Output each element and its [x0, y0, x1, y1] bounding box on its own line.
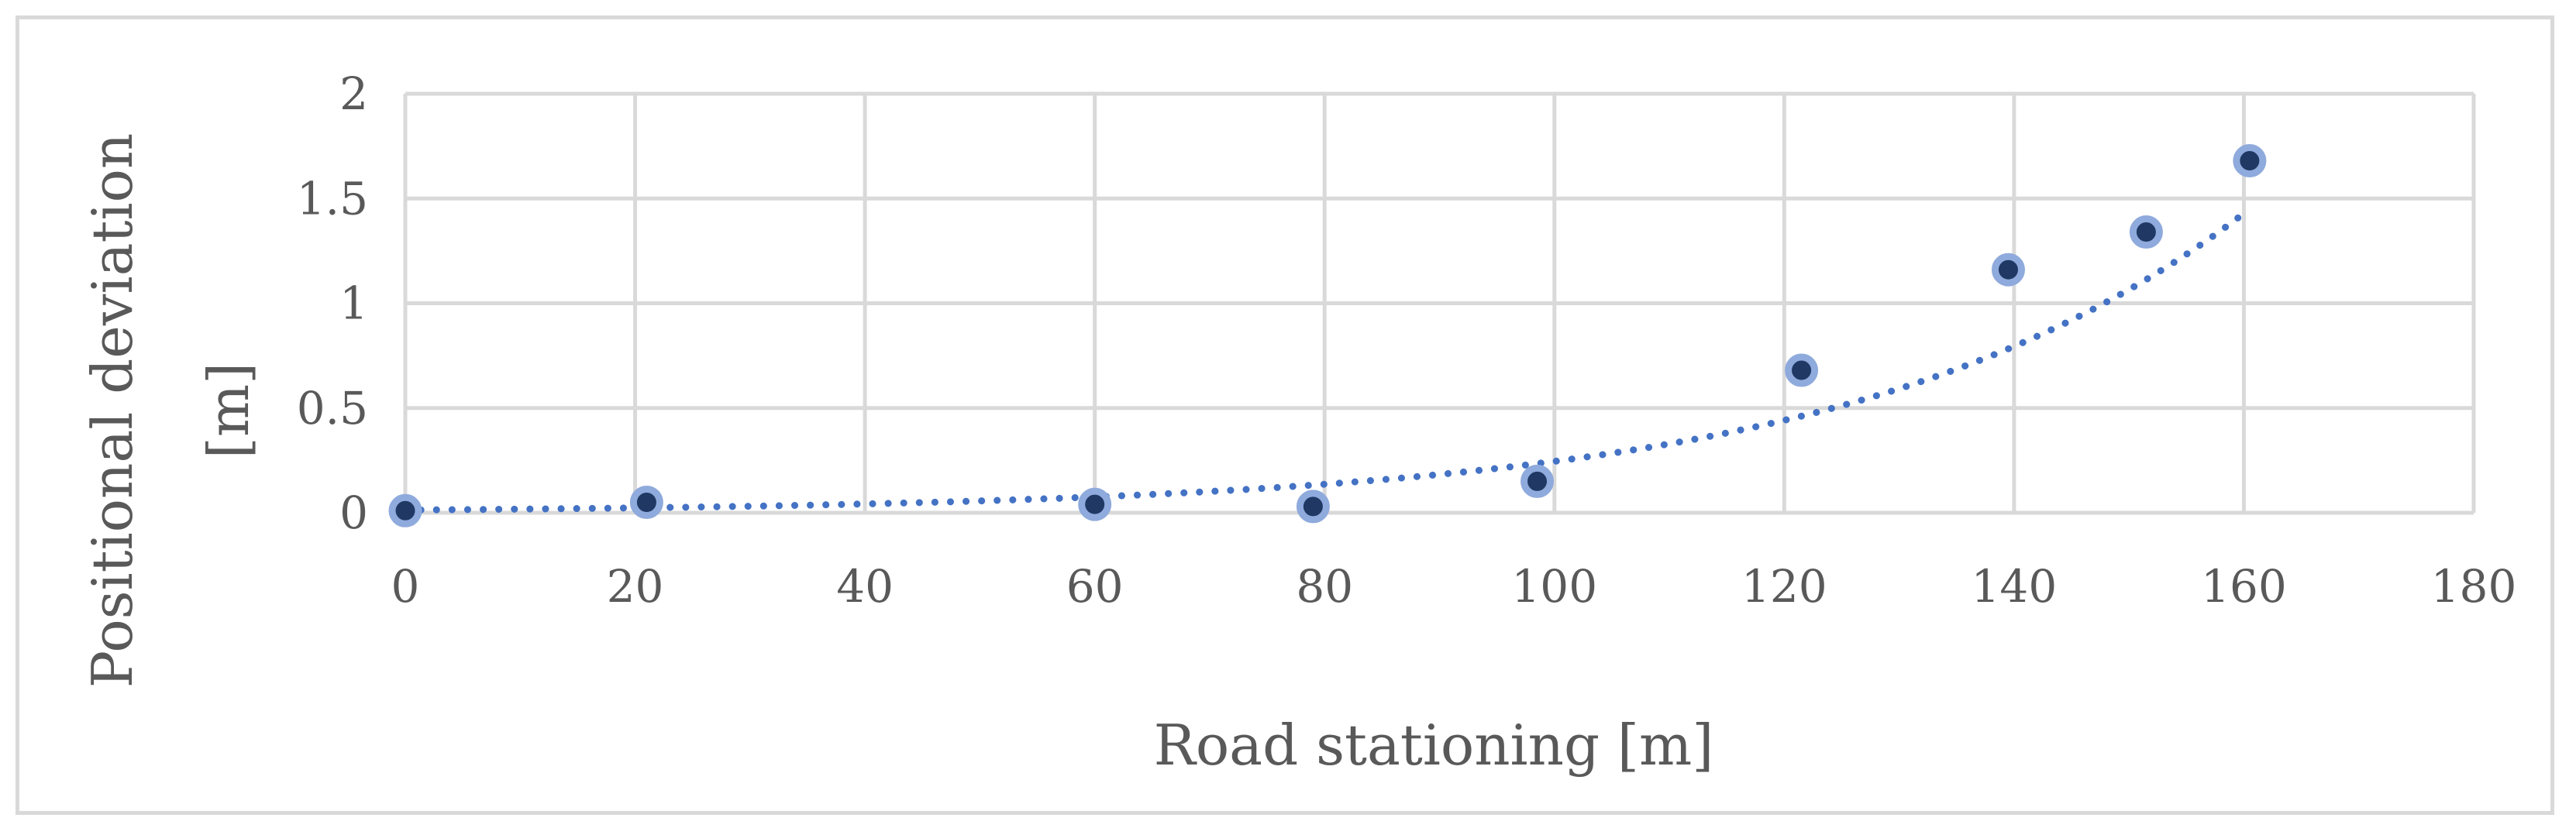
data-point [1785, 353, 1819, 387]
x-axis-title: Road stationing [m] [1154, 713, 1714, 778]
y-tick-label: 0.5 [297, 382, 368, 435]
x-tick-label: 20 [607, 560, 664, 613]
chart-svg: 00.511.520 20 40 60 80 100 120 140 160 180 Road s… [80, 67, 2517, 778]
x-tick-label: 120 [1741, 560, 1827, 613]
y-tick-label: 1 [339, 277, 368, 330]
x-tick-label: 140 [1972, 560, 2058, 613]
x-tick-label: 40 [836, 560, 894, 613]
data-point [1296, 490, 1330, 524]
y-tick-label: 2 [339, 67, 368, 120]
data-point [2233, 144, 2267, 178]
data-point [1520, 464, 1555, 498]
y-axis-title: Positional deviation [m] [80, 133, 261, 688]
y-tick-label: 0 [339, 486, 368, 539]
data-point [1078, 487, 1112, 521]
x-tick-label: 160 [2201, 560, 2287, 613]
y-tick-label: 1.5 [297, 172, 368, 225]
x-tick-label: 60 [1066, 560, 1124, 613]
chart-frame: 0 0.5 1 1.5 2 0 20 40 60 80 100 120 140 160 180 Road s… [15, 15, 2554, 815]
data-point [629, 485, 663, 519]
trendline-layer [401, 205, 2254, 514]
x-tick-label: 0 [391, 560, 420, 613]
data-point-layer [388, 144, 2267, 527]
x-tick-label: 180 [2431, 560, 2517, 613]
trendline [401, 205, 2254, 514]
tick-label-layer: 00.511.520 20 40 60 80 100 120 140 160 180 [297, 67, 2517, 613]
data-point [2129, 215, 2163, 249]
y-axis-title-line-2: [m] [196, 363, 261, 459]
y-axis-title-line-1: Positional deviation [80, 133, 145, 688]
data-point [388, 493, 422, 527]
x-tick-label: 80 [1296, 560, 1353, 613]
data-point [1991, 253, 2025, 287]
grid-layer [403, 91, 2476, 515]
x-tick-label: 100 [1511, 560, 1597, 613]
